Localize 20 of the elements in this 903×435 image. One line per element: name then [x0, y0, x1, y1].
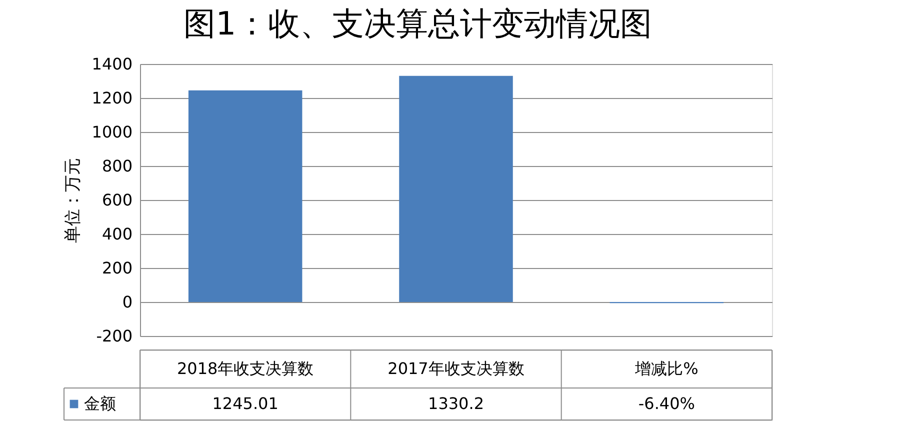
- data-label: -6.40%: [638, 394, 695, 413]
- x-tick-label: 增减比%: [634, 359, 698, 378]
- y-tick-label: 1400: [92, 54, 132, 74]
- y-tick-label: -200: [96, 326, 132, 346]
- y-axis-title: 单位：万元: [62, 158, 83, 243]
- legend-label: 金额: [84, 394, 116, 413]
- y-tick-label: 1200: [92, 88, 132, 108]
- y-tick-label: 1000: [92, 122, 132, 142]
- chart-title: 图1：收、支决算总计变动情况图: [184, 4, 652, 42]
- y-tick-label: 800: [102, 156, 132, 176]
- y-tick-label: 0: [122, 292, 132, 312]
- x-tick-label: 2017年收支决算数: [388, 359, 524, 378]
- data-label: 1330.2: [428, 394, 484, 413]
- bar: [188, 90, 302, 302]
- y-tick-label: 200: [102, 258, 132, 278]
- y-tick-label: 400: [102, 224, 132, 244]
- data-label: 1245.01: [212, 394, 278, 413]
- bar: [399, 76, 513, 302]
- y-tick-label: 600: [102, 190, 132, 210]
- x-tick-label: 2018年收支决算数: [176, 359, 314, 378]
